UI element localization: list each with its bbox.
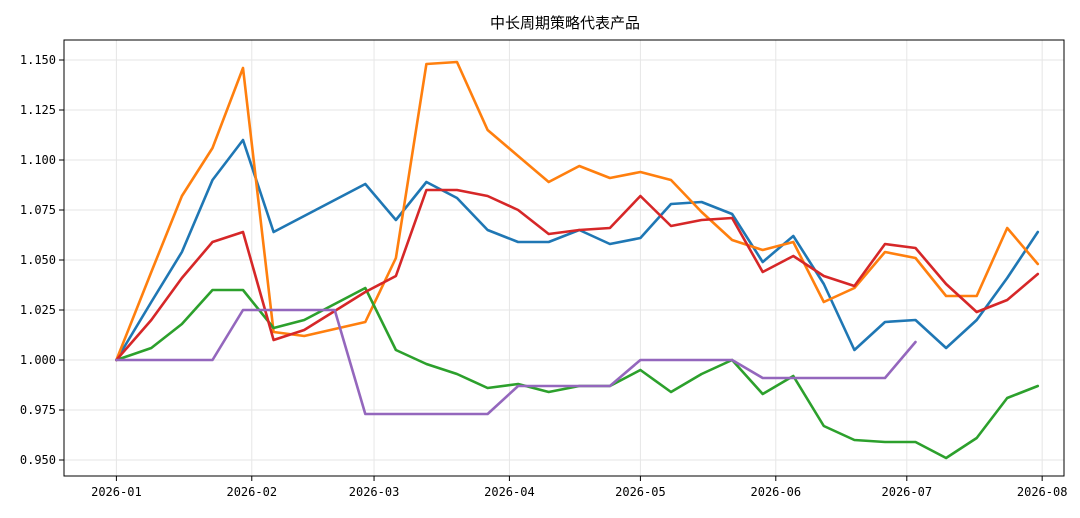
y-tick-label: 1.000 <box>20 353 56 367</box>
series-line-2 <box>115 60 1040 362</box>
x-tick-label: 2026-02 <box>226 485 277 499</box>
y-tick-label: 1.075 <box>20 203 56 217</box>
series-line-3 <box>115 286 1040 460</box>
axis-ticks <box>59 59 1043 481</box>
y-tick-label: 1.025 <box>20 303 56 317</box>
x-tick-label: 2026-08 <box>1017 485 1068 499</box>
chart-title: 中长周期策略代表产品 <box>490 14 640 32</box>
x-tick-label: 2026-06 <box>751 485 802 499</box>
y-tick-label: 1.150 <box>20 53 56 67</box>
y-tick-label: 1.100 <box>20 153 56 167</box>
x-tick-label: 2026-03 <box>349 485 400 499</box>
series-lines <box>115 60 1040 460</box>
x-tick-label: 2026-01 <box>91 485 142 499</box>
series-line-5 <box>115 308 917 416</box>
y-tick-label: 0.950 <box>20 453 56 467</box>
x-tick-label: 2026-05 <box>615 485 666 499</box>
x-tick-label: 2026-07 <box>882 485 933 499</box>
plot-area-frame <box>63 39 1065 477</box>
y-tick-label: 1.050 <box>20 253 56 267</box>
series-line-1 <box>115 138 1040 362</box>
grid-lines <box>64 40 1064 476</box>
x-tick-label: 2026-04 <box>484 485 535 499</box>
y-tick-label: 0.975 <box>20 403 56 417</box>
axis-tick-labels: 2026-01 2026-02 2026-03 2026-04 2026-05 2026-… <box>20 53 1068 499</box>
series-line-4 <box>115 188 1040 362</box>
y-tick-label: 1.125 <box>20 103 56 117</box>
